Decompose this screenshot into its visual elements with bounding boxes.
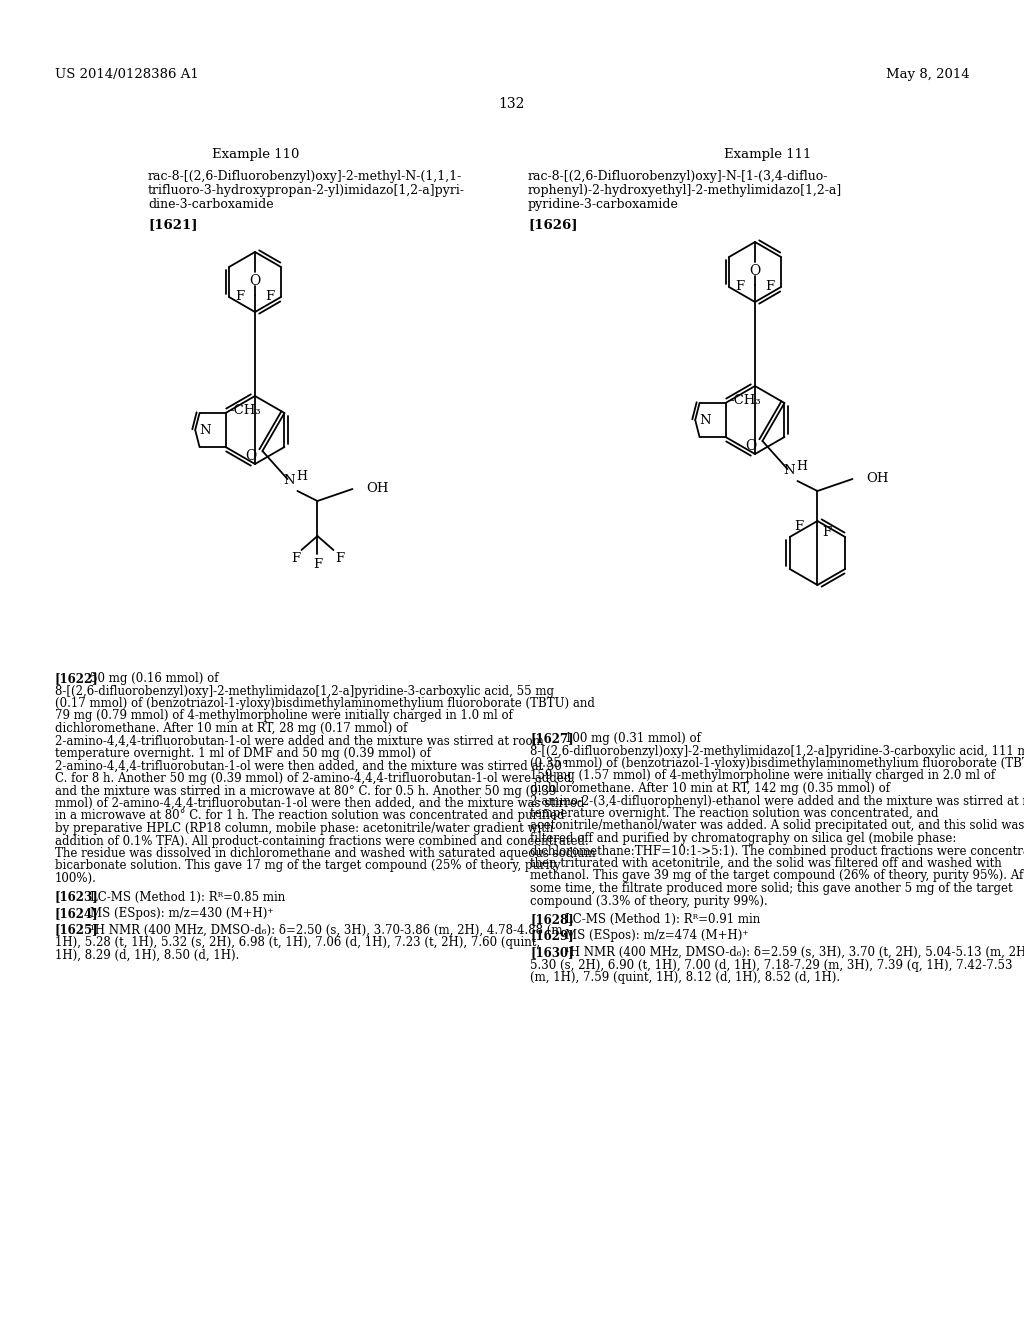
Text: N: N [284, 474, 295, 487]
Text: [1627]: [1627] [530, 733, 573, 744]
Text: by preparative HPLC (RP18 column, mobile phase: acetonitrile/water gradient with: by preparative HPLC (RP18 column, mobile… [55, 822, 553, 836]
Text: O: O [750, 264, 761, 279]
Text: Example 111: Example 111 [724, 148, 812, 161]
Text: rac-8-[(2,6-Difluorobenzyl)oxy]-N-[1-(3,4-difluo-: rac-8-[(2,6-Difluorobenzyl)oxy]-N-[1-(3,… [528, 170, 828, 183]
Text: pyridine-3-carboxamide: pyridine-3-carboxamide [528, 198, 679, 211]
Text: F: F [335, 552, 344, 565]
Text: rophenyl)-2-hydroxyethyl]-2-methylimidazo[1,2-a]: rophenyl)-2-hydroxyethyl]-2-methylimidaz… [528, 183, 843, 197]
Text: temperature overnight. The reaction solution was concentrated, and: temperature overnight. The reaction solu… [530, 807, 939, 820]
Text: [1625]: [1625] [55, 924, 98, 936]
Text: then triturated with acetonitrile, and the solid was filtered off and washed wit: then triturated with acetonitrile, and t… [530, 857, 1001, 870]
Text: and the mixture was stirred in a microwave at 80° C. for 0.5 h. Another 50 mg (0: and the mixture was stirred in a microwa… [55, 784, 556, 797]
Text: –CH₃: –CH₃ [727, 393, 761, 407]
Text: US 2014/0128386 A1: US 2014/0128386 A1 [55, 69, 199, 81]
Text: LC-MS (Method 1): Rᴿ=0.85 min: LC-MS (Method 1): Rᴿ=0.85 min [89, 891, 285, 903]
Text: N: N [699, 413, 711, 426]
Text: H: H [796, 461, 807, 474]
Text: F: F [265, 290, 274, 304]
Text: [1630]: [1630] [530, 946, 573, 960]
Text: C. for 8 h. Another 50 mg (0.39 mmol) of 2-amino-4,4,4-trifluorobutan-1-ol were : C. for 8 h. Another 50 mg (0.39 mmol) of… [55, 772, 575, 785]
Text: 100 mg (0.31 mmol) of: 100 mg (0.31 mmol) of [564, 733, 700, 744]
Text: F: F [291, 552, 300, 565]
Text: N: N [200, 424, 211, 437]
Text: acetonitrile/methanol/water was added. A solid precipitated out, and this solid : acetonitrile/methanol/water was added. A… [530, 820, 1024, 833]
Text: F: F [795, 520, 804, 532]
Text: [1628]: [1628] [530, 913, 573, 927]
Text: 2-amino-4,4,4-trifluorobutan-1-ol were then added, and the mixture was stirred a: 2-amino-4,4,4-trifluorobutan-1-ol were t… [55, 759, 567, 772]
Text: mmol) of 2-amino-4,4,4-trifluorobutan-1-ol were then added, and the mixture was : mmol) of 2-amino-4,4,4-trifluorobutan-1-… [55, 797, 585, 810]
Text: addition of 0.1% TFA). All product-containing fractions were combined and concen: addition of 0.1% TFA). All product-conta… [55, 834, 589, 847]
Text: [1624]: [1624] [55, 907, 98, 920]
Text: dichloromethane. After 10 min at RT, 28 mg (0.17 mmol) of: dichloromethane. After 10 min at RT, 28 … [55, 722, 408, 735]
Text: F: F [735, 281, 744, 293]
Text: some time, the filtrate produced more solid; this gave another 5 mg of the targe: some time, the filtrate produced more so… [530, 882, 1013, 895]
Text: 8-[(2,6-difluorobenzyl)oxy]-2-methylimidazo[1,2-a]pyridine-3-carboxylic acid, 55: 8-[(2,6-difluorobenzyl)oxy]-2-methylimid… [55, 685, 554, 697]
Text: May 8, 2014: May 8, 2014 [887, 69, 970, 81]
Text: O: O [250, 275, 261, 288]
Text: 50 mg (0.16 mmol) of: 50 mg (0.16 mmol) of [89, 672, 218, 685]
Text: methanol. This gave 39 mg of the target compound (26% of theory, purity 95%). Af: methanol. This gave 39 mg of the target … [530, 870, 1024, 883]
Text: dichloromethane:THF=10:1->5:1). The combined product fractions were concentrated: dichloromethane:THF=10:1->5:1). The comb… [530, 845, 1024, 858]
Text: F: F [822, 525, 831, 539]
Text: [1622]: [1622] [55, 672, 98, 685]
Text: 79 mg (0.79 mmol) of 4-methylmorpholine were initially charged in 1.0 ml of: 79 mg (0.79 mmol) of 4-methylmorpholine … [55, 710, 513, 722]
Text: O: O [245, 449, 256, 463]
Text: [1623]: [1623] [55, 891, 98, 903]
Text: 8-[(2,6-difluorobenzyl)oxy]-2-methylimidazo[1,2-a]pyridine-3-carboxylic acid, 11: 8-[(2,6-difluorobenzyl)oxy]-2-methylimid… [530, 744, 1024, 758]
Text: filtered off and purified by chromatography on silica gel (mobile phase:: filtered off and purified by chromatogra… [530, 832, 956, 845]
Text: 2-amino-4,4,4-trifluorobutan-1-ol were added and the mixture was stirred at room: 2-amino-4,4,4-trifluorobutan-1-ol were a… [55, 734, 544, 747]
Text: dichloromethane. After 10 min at RT, 142 mg (0.35 mmol) of: dichloromethane. After 10 min at RT, 142… [530, 781, 890, 795]
Text: ¹H NMR (400 MHz, DMSO-d₆): δ=2.59 (s, 3H), 3.70 (t, 2H), 5.04-5.13 (m, 2H),: ¹H NMR (400 MHz, DMSO-d₆): δ=2.59 (s, 3H… [564, 946, 1024, 960]
Text: Example 110: Example 110 [212, 148, 300, 161]
Text: N: N [783, 465, 796, 478]
Text: MS (ESpos): m/z=474 (M+H)⁺: MS (ESpos): m/z=474 (M+H)⁺ [564, 929, 749, 942]
Text: rac-8-[(2,6-Difluorobenzyl)oxy]-2-methyl-N-(1,1,1-: rac-8-[(2,6-Difluorobenzyl)oxy]-2-methyl… [148, 170, 462, 183]
Text: OH: OH [367, 483, 389, 495]
Text: trifluoro-3-hydroxypropan-2-yl)imidazo[1,2-a]pyri-: trifluoro-3-hydroxypropan-2-yl)imidazo[1… [148, 183, 465, 197]
Text: MS (ESpos): m/z=430 (M+H)⁺: MS (ESpos): m/z=430 (M+H)⁺ [89, 907, 273, 920]
Text: F: F [765, 281, 774, 293]
Text: compound (3.3% of theory, purity 99%).: compound (3.3% of theory, purity 99%). [530, 895, 768, 908]
Text: (0.35 mmol) of (benzotriazol-1-yloxy)bisdimethylaminomethylium fluoroborate (TBT: (0.35 mmol) of (benzotriazol-1-yloxy)bis… [530, 756, 1024, 770]
Text: [1621]: [1621] [148, 218, 198, 231]
Text: (0.17 mmol) of (benzotriazol-1-yloxy)bisdimethylaminomethylium fluoroborate (TBT: (0.17 mmol) of (benzotriazol-1-yloxy)bis… [55, 697, 595, 710]
Text: 1H), 8.29 (d, 1H), 8.50 (d, 1H).: 1H), 8.29 (d, 1H), 8.50 (d, 1H). [55, 949, 240, 961]
Text: 1H), 5.28 (t, 1H), 5.32 (s, 2H), 6.98 (t, 1H), 7.06 (d, 1H), 7.23 (t, 2H), 7.60 : 1H), 5.28 (t, 1H), 5.32 (s, 2H), 6.98 (t… [55, 936, 540, 949]
Text: [1626]: [1626] [528, 218, 578, 231]
Text: 132: 132 [499, 96, 525, 111]
Text: temperature overnight. 1 ml of DMF and 50 mg (0.39 mmol) of: temperature overnight. 1 ml of DMF and 5… [55, 747, 431, 760]
Text: 2-amino-2-(3,4-difluorophenyl)-ethanol were added and the mixture was stirred at: 2-amino-2-(3,4-difluorophenyl)-ethanol w… [530, 795, 1024, 808]
Text: ¹H NMR (400 MHz, DMSO-d₆): δ=2.50 (s, 3H), 3.70-3.86 (m, 2H), 4.78-4.88 (m,: ¹H NMR (400 MHz, DMSO-d₆): δ=2.50 (s, 3H… [89, 924, 566, 936]
Text: H: H [296, 470, 307, 483]
Text: OH: OH [866, 473, 889, 486]
Text: 5.30 (s, 2H), 6.90 (t, 1H), 7.00 (d, 1H), 7.18-7.29 (m, 3H), 7.39 (q, 1H), 7.42-: 5.30 (s, 2H), 6.90 (t, 1H), 7.00 (d, 1H)… [530, 958, 1013, 972]
Text: in a microwave at 80° C. for 1 h. The reaction solution was concentrated and pur: in a microwave at 80° C. for 1 h. The re… [55, 809, 564, 822]
Text: (m, 1H), 7.59 (quint, 1H), 8.12 (d, 1H), 8.52 (d, 1H).: (m, 1H), 7.59 (quint, 1H), 8.12 (d, 1H),… [530, 972, 840, 983]
Text: LC-MS (Method 1): Rᴿ=0.91 min: LC-MS (Method 1): Rᴿ=0.91 min [564, 913, 760, 927]
Text: F: F [236, 290, 245, 304]
Text: The residue was dissolved in dichloromethane and washed with saturated aqueous s: The residue was dissolved in dichloromet… [55, 847, 596, 861]
Text: O: O [744, 440, 756, 453]
Text: 159 mg (1.57 mmol) of 4-methylmorpholine were initially charged in 2.0 ml of: 159 mg (1.57 mmol) of 4-methylmorpholine… [530, 770, 995, 783]
Text: –CH₃: –CH₃ [227, 404, 261, 417]
Text: 100%).: 100%). [55, 873, 97, 884]
Text: F: F [313, 557, 322, 570]
Text: [1629]: [1629] [530, 929, 573, 942]
Text: bicarbonate solution. This gave 17 mg of the target compound (25% of theory, pur: bicarbonate solution. This gave 17 mg of… [55, 859, 560, 873]
Text: dine-3-carboxamide: dine-3-carboxamide [148, 198, 273, 211]
